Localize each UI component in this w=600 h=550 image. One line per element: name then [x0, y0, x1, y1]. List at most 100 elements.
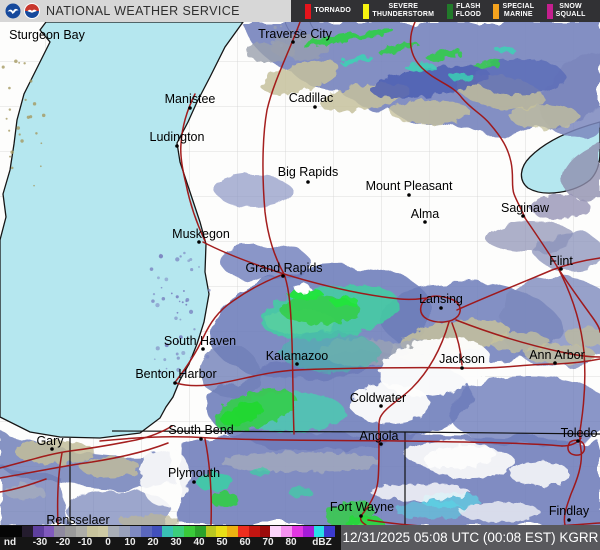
echo-speckle: [8, 108, 12, 111]
colorbar-tick-70: 70: [262, 537, 274, 548]
colorbar-segment: [291, 526, 303, 537]
echo-speckle: [175, 352, 179, 356]
colorbar-segment: [302, 526, 314, 537]
colorbar-segment: [140, 526, 152, 537]
city-dot-grand-rapids: [281, 274, 285, 278]
city-label-big-rapids: Big Rapids: [278, 165, 338, 179]
echo-speckle: [10, 166, 14, 170]
colorbar-segment: [97, 526, 109, 537]
echo-speckle: [178, 335, 183, 340]
city-labels: Sturgeon Bay Traverse City Manistee Cadilla…: [9, 27, 597, 527]
colorbar-segment: [281, 526, 292, 537]
city-dot-alma: [423, 220, 427, 224]
city-dot-findlay: [567, 518, 571, 522]
colorbar-tick-40: 40: [193, 537, 205, 548]
colorbar-segment: [248, 526, 260, 537]
echo-speckle: [187, 259, 191, 263]
legend-label: SNOW SQUALL: [555, 3, 586, 18]
colorbar-segment: [162, 526, 174, 537]
radar-map[interactable]: Sturgeon Bay Traverse City Manistee Cadilla…: [0, 21, 600, 534]
colorbar-segment: [151, 526, 163, 537]
city-dot-muskegon: [197, 240, 201, 244]
echo-speckle: [152, 292, 156, 296]
echo-speckle: [149, 267, 154, 271]
legend-color-swatch: [446, 3, 453, 19]
warning-legend: TORNADO SEVERE THUNDERSTORM FLASH FLOOD SPE…: [291, 0, 600, 22]
echo-speckle: [24, 98, 27, 101]
city-label-benton-harbor: Benton Harbor: [135, 367, 216, 381]
echo-speckle: [155, 346, 160, 351]
echo-speckle: [280, 25, 283, 28]
echo-speckle: [161, 297, 166, 301]
echo-speckle: [8, 129, 11, 132]
echo-speckle: [197, 265, 201, 268]
echo-speckle: [178, 300, 181, 303]
colorbar-segment: [194, 526, 206, 537]
colorbar-segment: [32, 526, 44, 537]
echo-speckle: [40, 142, 43, 145]
legend-label: TORNADO: [314, 7, 352, 14]
city-label-cadillac: Cadillac: [289, 91, 333, 105]
nws-logo: [5, 3, 21, 19]
city-dot-cadillac: [313, 105, 317, 109]
echo-speckle: [164, 277, 169, 282]
city-label-grand-rapids: Grand Rapids: [245, 261, 322, 275]
city-dot-toledo: [576, 439, 580, 443]
echo-speckle: [33, 184, 35, 187]
echo-speckle: [290, 29, 294, 33]
echo-speckle: [284, 36, 288, 40]
colorbar-segment: [65, 526, 76, 537]
echo-speckle: [5, 117, 8, 120]
echo-speckle: [174, 316, 178, 320]
echo-speckle: [20, 139, 24, 143]
echo-speckle: [35, 132, 38, 135]
status-bar: nd -30 -20 -10 0 10 20 30 40 50 60 70 80 dBZ 12/31/20…: [0, 525, 600, 550]
echo-speckle: [39, 165, 42, 168]
echo-speckle: [159, 370, 162, 374]
legend-item-severe-thunderstorm: SEVERE THUNDERSTORM: [363, 3, 434, 19]
echo-speckle: [26, 115, 30, 119]
city-dot-angola: [379, 442, 383, 446]
echo-speckle: [18, 133, 21, 136]
legend-item-flash-flood: FLASH FLOOD: [446, 3, 482, 19]
city-label-rensselaer: Rensselaer: [46, 513, 109, 525]
echo-speckle: [205, 354, 210, 359]
echo-speckle: [32, 102, 37, 106]
echo-speckle: [165, 367, 168, 370]
city-dot-traverse-city: [291, 40, 295, 44]
echo-speckle: [278, 31, 282, 34]
echo-speckle: [23, 62, 26, 65]
colorbar-segment: [129, 526, 141, 537]
legend-label: FLASH FLOOD: [455, 3, 482, 18]
logo-group: [5, 3, 40, 19]
echo-speckle: [155, 302, 160, 308]
colorbar-tick-30: -30: [32, 537, 48, 548]
echo-speckle: [179, 318, 182, 321]
city-dot-plymouth: [192, 480, 196, 484]
legend-color-swatch: [363, 3, 370, 19]
city-dot-saginaw: [521, 214, 525, 218]
echo-speckle: [176, 367, 181, 372]
colorbar-tick-80: 80: [285, 537, 297, 548]
echo-speckle: [176, 311, 179, 314]
city-label-alma: Alma: [411, 207, 440, 221]
city-label-findlay: Findlay: [549, 504, 590, 518]
echo-speckle: [9, 155, 12, 158]
city-label-muskegon: Muskegon: [172, 227, 230, 241]
city-label-lansing: Lansing: [419, 292, 463, 306]
city-label-ann-arbor: Ann Arbor: [529, 348, 585, 362]
colorbar-segment: [173, 526, 184, 537]
noaa-logo: [24, 3, 40, 19]
city-dot-gary: [50, 447, 54, 451]
echo-speckle: [160, 286, 163, 289]
city-dot-jackson: [460, 366, 464, 370]
echo-speckle: [207, 288, 211, 292]
city-dot-flint: [559, 267, 563, 271]
echo-speckle: [175, 257, 180, 262]
state-borders: [69, 430, 600, 525]
colorbar-segment: [324, 526, 336, 537]
echo-speckle: [270, 40, 275, 45]
colorbar-tick-50: 50: [216, 537, 228, 548]
city-dot-south-bend: [199, 437, 203, 441]
legend-item-special-marine: SPECIAL MARINE: [493, 3, 534, 19]
